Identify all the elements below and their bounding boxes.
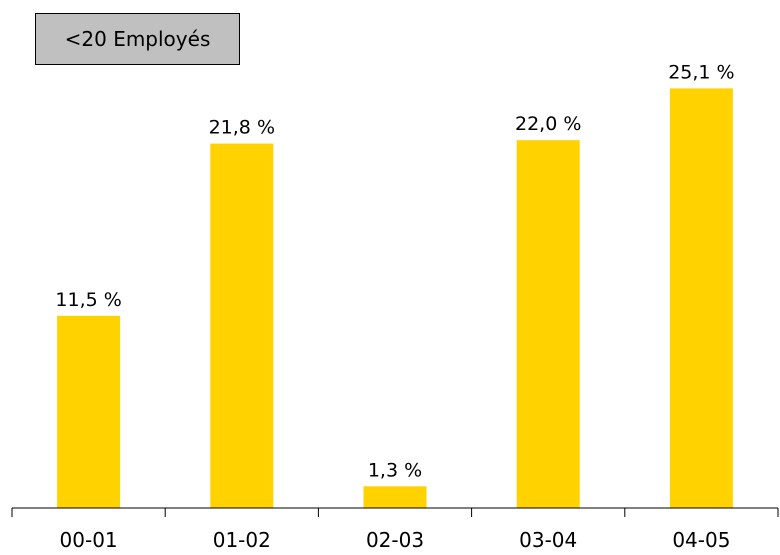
bar-04-05 xyxy=(669,88,733,509)
data-label: 21,8 % xyxy=(209,117,275,139)
x-tick-label: 00-01 xyxy=(60,528,118,552)
data-label: 11,5 % xyxy=(55,289,121,311)
data-label: 22,0 % xyxy=(515,113,581,135)
x-axis: 00-01 01-02 02-03 03-04 04-05 xyxy=(11,507,779,552)
bars-layer xyxy=(57,88,733,509)
bar-03-04 xyxy=(516,140,580,508)
x-tick-label: 04-05 xyxy=(672,528,730,552)
data-label: 25,1 % xyxy=(668,61,734,83)
x-tick-label: 01-02 xyxy=(213,528,271,552)
bar-00-01 xyxy=(57,315,121,508)
data-labels-layer: 11,5 % 21,8 % 1,3 % 22,0 % 25,1 % xyxy=(55,61,734,481)
bar-01-02 xyxy=(210,143,274,508)
x-tick-label: 02-03 xyxy=(366,528,424,552)
x-tick-label: 03-04 xyxy=(519,528,577,552)
bar-02-03 xyxy=(363,486,427,508)
legend-label: <20 Employés xyxy=(35,13,240,65)
data-label: 1,3 % xyxy=(368,459,422,481)
